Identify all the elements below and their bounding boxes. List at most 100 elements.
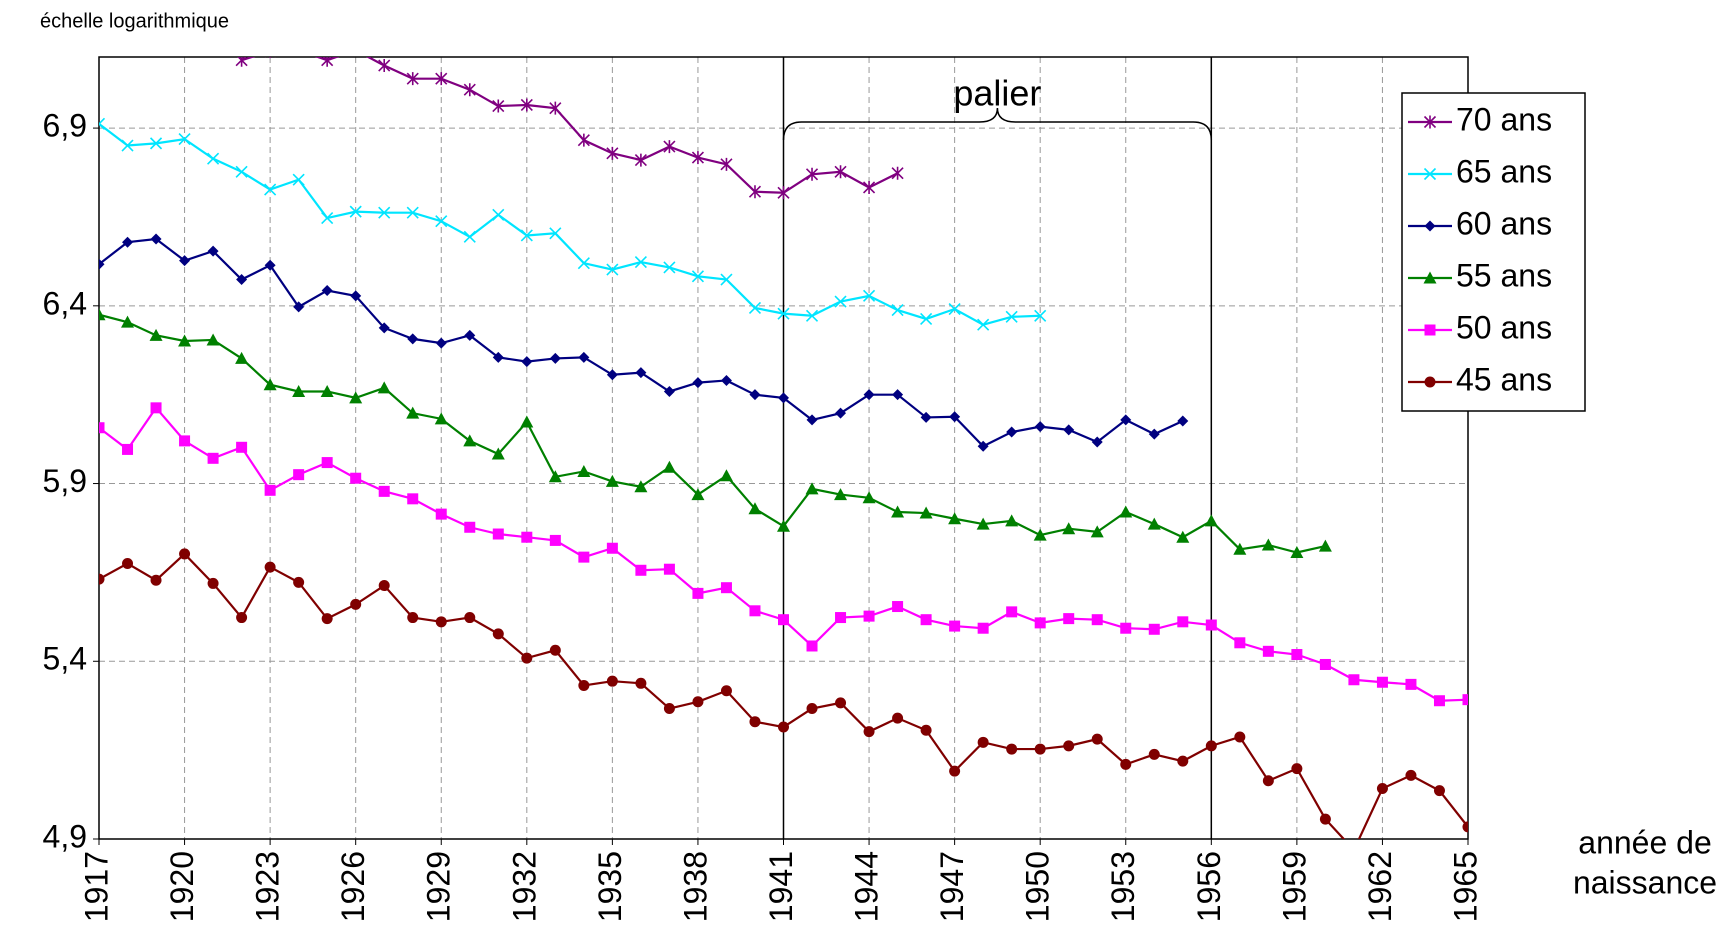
marker [692,377,704,389]
marker [862,180,876,194]
marker [435,508,447,520]
marker [235,351,249,364]
marker [719,469,733,482]
marker [406,72,419,86]
marker [464,329,476,341]
y-tick-label: 4,9 [43,818,87,854]
marker [1034,617,1046,629]
marker [235,57,248,67]
marker [520,229,533,242]
marker [321,613,333,625]
x-tick-label: 1965 [1447,851,1483,922]
marker [464,612,476,624]
marker [749,605,761,617]
marker [548,470,562,483]
marker [293,301,305,313]
marker [521,356,533,368]
marker [1262,775,1274,787]
marker [521,531,533,543]
marker [720,273,733,286]
marker [434,412,448,425]
marker [634,153,647,167]
marker [663,140,676,154]
marker [1262,645,1274,657]
marker [549,352,561,364]
palier-brace [782,107,1213,141]
marker [606,369,618,381]
marker [378,206,391,219]
marker [691,488,705,501]
marker [264,183,277,196]
marker [977,736,989,748]
marker [578,679,590,691]
y-tick-label: 6,4 [43,285,87,321]
marker [349,205,362,218]
x-tick-label: 1926 [335,851,371,922]
marker [1462,821,1468,833]
marker [663,261,676,274]
y-tick-label: 6,9 [43,108,87,144]
marker [1147,517,1161,530]
palier-label: palier [953,73,1041,114]
marker [521,652,533,664]
marker [463,230,476,243]
marker [920,312,933,326]
marker [407,612,419,624]
marker [606,263,619,276]
marker [1261,538,1275,551]
series-line [99,122,1041,326]
marker [1148,428,1160,440]
marker [293,576,305,588]
marker [891,505,905,518]
marker [835,697,847,709]
series-line [99,313,1326,554]
marker [777,519,790,532]
marker [149,328,163,341]
marker [1405,769,1417,781]
marker [1233,542,1247,555]
x-tick-label: 1950 [1020,851,1056,922]
marker [378,580,390,592]
legend-label: 60 ans [1456,205,1552,241]
marker [492,628,504,640]
marker [1319,813,1331,825]
marker [720,374,732,386]
marker [263,378,277,391]
marker [863,389,875,401]
marker [407,333,419,345]
marker [1006,426,1018,438]
marker [264,561,276,573]
marker [491,447,505,460]
series-line [99,237,1184,448]
marker [1348,674,1360,686]
marker [1005,514,1019,527]
marker [1090,525,1104,538]
marker [292,384,306,397]
marker [891,166,904,180]
marker [378,59,391,73]
y-axis-label: échelle logarithmique [40,10,229,32]
marker [520,415,534,428]
marker [805,167,819,181]
marker [321,285,333,297]
marker [777,186,790,200]
marker [578,351,590,363]
marker [236,441,248,453]
marker [492,528,504,540]
marker [663,563,675,575]
y-tick-label: 5,9 [43,463,87,499]
legend-label: 45 ans [1456,361,1552,397]
x-tick-label: 1962 [1362,851,1398,922]
x-axis-label: année de [1578,824,1711,860]
marker [1120,414,1132,426]
marker [1424,376,1436,388]
marker [350,598,362,610]
marker [862,289,876,302]
marker [635,677,647,689]
marker [179,548,191,560]
marker [1176,530,1190,543]
marker [1063,613,1075,625]
marker [1034,421,1046,433]
marker [435,72,448,86]
marker [349,391,363,404]
